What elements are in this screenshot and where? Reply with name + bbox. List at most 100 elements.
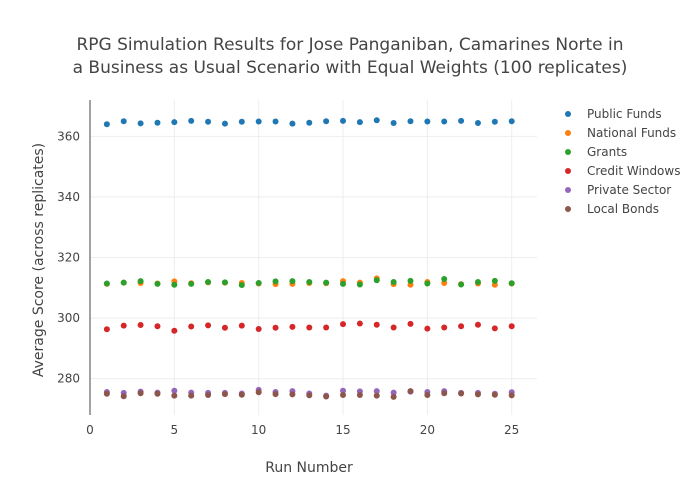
data-point — [373, 392, 380, 399]
data-point — [306, 279, 313, 286]
data-point — [306, 324, 313, 331]
data-point — [491, 277, 498, 284]
data-point — [407, 118, 414, 125]
data-point — [373, 277, 380, 284]
y-tick-label: 340 — [57, 190, 80, 204]
legend-marker — [565, 111, 571, 117]
data-point — [390, 393, 397, 400]
data-point — [323, 279, 330, 286]
data-point — [340, 321, 347, 328]
data-point — [171, 327, 178, 334]
data-point — [272, 391, 279, 398]
data-point — [205, 392, 212, 399]
series-public-funds — [103, 117, 515, 128]
data-point — [373, 321, 380, 328]
data-point — [103, 280, 110, 287]
series-local-bonds — [103, 388, 515, 400]
data-point — [289, 391, 296, 398]
data-point — [390, 120, 397, 127]
data-point — [221, 120, 228, 127]
legend-item-local-bonds[interactable]: Local Bonds — [565, 202, 659, 216]
chart-title-line-1: RPG Simulation Results for Jose Panganib… — [76, 35, 623, 55]
tick-labels: 0 5 10 15 20 25 280 300 320 340 360 — [57, 129, 519, 437]
data-point — [171, 392, 178, 399]
data-point — [407, 277, 414, 284]
data-point — [424, 280, 431, 287]
legend-item-private-sector[interactable]: Private Sector — [565, 183, 671, 197]
data-point — [171, 387, 178, 394]
data-point — [441, 324, 448, 331]
data-point — [508, 392, 515, 399]
data-point — [458, 117, 465, 124]
data-point — [171, 119, 178, 126]
x-tick-label: 10 — [251, 423, 266, 437]
data-point — [491, 118, 498, 125]
y-tick-label: 360 — [57, 129, 80, 143]
data-point — [474, 120, 481, 127]
data-point — [424, 392, 431, 399]
legend-item-national-funds[interactable]: National Funds — [565, 126, 676, 140]
data-point — [188, 117, 195, 124]
data-point — [255, 118, 262, 125]
legend-label: Public Funds — [587, 107, 662, 121]
y-tick-label: 320 — [57, 251, 80, 265]
data-point — [255, 325, 262, 332]
data-point — [491, 391, 498, 398]
legend-label: Local Bonds — [587, 202, 659, 216]
data-point — [340, 387, 347, 394]
y-axis-title: Average Score (across replicates) — [31, 143, 47, 377]
data-point — [221, 391, 228, 398]
data-point — [508, 118, 515, 125]
data-point — [289, 278, 296, 285]
x-tick-label: 5 — [171, 423, 179, 437]
data-point — [474, 391, 481, 398]
data-point — [120, 393, 127, 400]
data-point — [289, 323, 296, 330]
data-point — [272, 278, 279, 285]
data-point — [424, 325, 431, 332]
data-point — [137, 278, 144, 285]
data-point — [120, 279, 127, 286]
data-point — [154, 119, 161, 126]
legend-label: Private Sector — [587, 183, 671, 197]
y-tick-label: 300 — [57, 311, 80, 325]
data-point — [154, 390, 161, 397]
data-point — [356, 281, 363, 288]
x-tick-label: 15 — [335, 423, 350, 437]
data-point — [458, 323, 465, 330]
data-point — [255, 389, 262, 396]
y-tick-label: 280 — [57, 372, 80, 386]
chart-title-line-2: a Business as Usual Scenario with Equal … — [73, 58, 628, 78]
data-point — [474, 279, 481, 286]
data-point — [171, 281, 178, 288]
data-point — [491, 325, 498, 332]
data-point — [188, 392, 195, 399]
data-point — [221, 324, 228, 331]
legend-item-public-funds[interactable]: Public Funds — [565, 107, 662, 121]
legend-marker — [565, 187, 571, 193]
legend-marker — [565, 168, 571, 174]
data-point — [120, 118, 127, 125]
data-point — [306, 392, 313, 399]
legend-item-credit-windows[interactable]: Credit Windows — [565, 164, 680, 178]
data-point — [103, 390, 110, 397]
data-point — [340, 117, 347, 124]
legend-marker — [565, 206, 571, 212]
data-point — [120, 322, 127, 329]
data-point — [340, 392, 347, 399]
data-point — [103, 121, 110, 128]
data-point — [154, 323, 161, 330]
legend[interactable]: Public Funds National Funds Grants Credit W… — [565, 107, 680, 216]
data-point — [407, 320, 414, 327]
legend-label: Grants — [587, 145, 627, 159]
data-point — [340, 280, 347, 287]
legend-item-grants[interactable]: Grants — [565, 145, 627, 159]
data-point — [272, 324, 279, 331]
data-point — [188, 323, 195, 330]
data-point — [508, 323, 515, 330]
data-point — [356, 392, 363, 399]
data-point — [474, 321, 481, 328]
data-point — [390, 324, 397, 331]
data-point — [424, 118, 431, 125]
